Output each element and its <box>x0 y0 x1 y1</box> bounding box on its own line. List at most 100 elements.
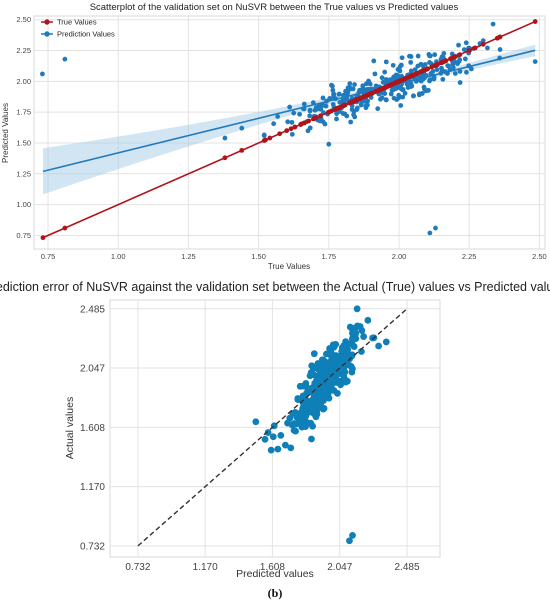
top-x-tick-label: 2.25 <box>462 252 477 261</box>
prediction-point <box>375 106 381 112</box>
prediction-point <box>340 111 346 116</box>
prediction-error-point <box>294 395 302 402</box>
prediction-error-point <box>302 412 310 420</box>
prediction-error-point <box>267 446 275 454</box>
prediction-point <box>441 51 447 56</box>
prediction-point <box>452 71 458 76</box>
prediction-error-point <box>308 435 315 443</box>
true-point <box>438 60 444 66</box>
prediction-regression-line <box>42 49 536 173</box>
prediction-error-point <box>349 531 356 539</box>
chart-top-title: Scatterplot of the validation set on NuS… <box>90 2 459 13</box>
prediction-point <box>347 81 353 86</box>
prediction-point <box>399 55 405 61</box>
bottom-x-tick-label: 2.485 <box>394 562 419 573</box>
prediction-error-point <box>299 382 307 390</box>
prediction-error-point <box>360 333 367 340</box>
prediction-error-point <box>269 433 277 441</box>
chart-top-legend: True Values Prediction Values <box>41 18 115 39</box>
chart-bottom-x-label: Predicted values <box>236 568 314 580</box>
prediction-point <box>430 69 436 74</box>
top-x-tick-label: 1.25 <box>181 252 196 261</box>
prediction-point <box>422 62 428 67</box>
legend-label-true: True Values <box>57 18 97 27</box>
prediction-error-point <box>310 364 317 372</box>
prediction-point <box>463 40 469 46</box>
prediction-error-point <box>382 338 390 346</box>
prediction-point <box>433 225 438 231</box>
prediction-point <box>326 141 332 147</box>
prediction-point <box>452 58 457 64</box>
prediction-error-point <box>328 380 335 388</box>
chart-top-y-label: Predicted Values <box>1 103 10 163</box>
prediction-error-point <box>299 405 307 412</box>
prediction-point <box>439 65 444 71</box>
identity-dashed-line <box>137 308 408 547</box>
prediction-point <box>291 110 297 116</box>
prediction-error-point <box>307 419 315 427</box>
prediction-error-point <box>274 445 282 453</box>
prediction-point <box>327 96 333 101</box>
prediction-point <box>382 69 388 75</box>
prediction-point <box>457 80 463 85</box>
true-point <box>448 56 453 62</box>
top-y-tick-label: 1.00 <box>16 200 31 209</box>
prediction-point <box>360 83 366 89</box>
prediction-error-point <box>342 378 350 386</box>
top-y-tick-label: 2.25 <box>16 46 31 55</box>
prediction-point <box>410 93 416 99</box>
legend-marker-prediction <box>44 31 50 37</box>
prediction-error-point <box>318 360 325 368</box>
prediction-error-point <box>302 423 309 431</box>
prediction-point <box>334 111 340 117</box>
prediction-point <box>350 86 356 92</box>
prediction-point <box>462 56 468 62</box>
prediction-point <box>343 88 349 94</box>
prediction-point <box>261 132 267 138</box>
prediction-point <box>367 81 373 87</box>
prediction-point <box>351 108 357 114</box>
prediction-point <box>390 62 396 68</box>
prediction-point <box>416 91 422 97</box>
prediction-point <box>313 107 319 113</box>
prediction-error-point <box>326 345 333 352</box>
top-y-tick-label: 0.75 <box>16 231 31 240</box>
bottom-x-tick-label: 0.732 <box>125 562 150 573</box>
top-y-tick-label: 1.50 <box>16 138 31 147</box>
prediction-point <box>354 105 360 111</box>
true-point <box>386 83 392 89</box>
top-x-tick-label: 1.50 <box>251 252 266 261</box>
prediction-point <box>320 95 326 101</box>
prediction-point <box>409 83 415 89</box>
prediction-error-point <box>354 322 361 330</box>
prediction-point <box>40 71 45 77</box>
true-point <box>375 88 381 94</box>
true-point <box>368 91 374 97</box>
bottom-x-tick-label: 1.608 <box>260 562 285 573</box>
chart-top: Scatterplot of the validation set on NuS… <box>1 2 547 271</box>
prediction-point <box>372 71 378 77</box>
prediction-point <box>485 45 490 51</box>
prediction-error-point <box>313 410 321 418</box>
top-x-tick-label: 2.00 <box>392 252 407 261</box>
true-point <box>410 72 416 78</box>
prediction-error-point <box>346 537 353 545</box>
prediction-point <box>271 121 277 127</box>
prediction-error-point <box>277 431 285 439</box>
prediction-point <box>456 42 461 48</box>
prediction-point <box>365 102 370 108</box>
prediction-point <box>532 59 538 65</box>
legend-label-prediction: Prediction Values <box>57 30 115 39</box>
prediction-error-point <box>369 334 376 342</box>
prediction-point <box>383 97 389 103</box>
prediction-point <box>412 67 418 73</box>
true-point <box>288 126 294 132</box>
prediction-error-point <box>287 444 295 452</box>
prediction-error-point <box>321 375 329 383</box>
true-points <box>40 19 538 241</box>
prediction-error-point <box>364 316 372 324</box>
prediction-error-point <box>322 350 330 358</box>
true-point <box>480 41 486 47</box>
bottom-y-tick-label: 0.732 <box>80 541 105 552</box>
